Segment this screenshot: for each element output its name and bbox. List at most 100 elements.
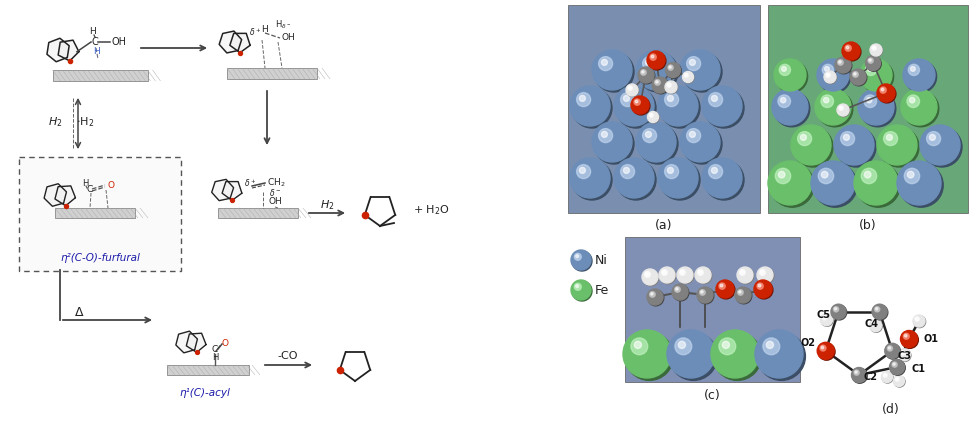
Circle shape bbox=[625, 84, 637, 96]
Circle shape bbox=[650, 54, 656, 60]
Circle shape bbox=[757, 284, 760, 287]
Circle shape bbox=[778, 171, 785, 178]
Circle shape bbox=[780, 98, 786, 103]
Circle shape bbox=[598, 129, 612, 143]
Circle shape bbox=[666, 330, 714, 378]
Circle shape bbox=[633, 99, 640, 105]
Circle shape bbox=[642, 270, 658, 286]
Circle shape bbox=[573, 253, 580, 260]
Circle shape bbox=[698, 271, 701, 273]
Text: O2: O2 bbox=[799, 338, 815, 348]
Circle shape bbox=[593, 52, 633, 92]
Circle shape bbox=[650, 293, 653, 295]
Circle shape bbox=[659, 88, 700, 128]
Circle shape bbox=[779, 64, 789, 75]
Circle shape bbox=[773, 91, 809, 127]
Polygon shape bbox=[55, 186, 75, 206]
Circle shape bbox=[893, 375, 904, 386]
Circle shape bbox=[759, 270, 764, 275]
Circle shape bbox=[665, 81, 677, 94]
Text: C: C bbox=[87, 186, 93, 194]
Circle shape bbox=[710, 95, 717, 102]
Circle shape bbox=[836, 60, 842, 65]
Circle shape bbox=[647, 290, 663, 306]
Circle shape bbox=[760, 271, 762, 273]
Circle shape bbox=[777, 95, 789, 108]
Circle shape bbox=[886, 346, 892, 351]
Circle shape bbox=[909, 98, 913, 103]
Circle shape bbox=[853, 370, 859, 375]
Text: H$_2$: H$_2$ bbox=[319, 198, 334, 212]
Text: Fe: Fe bbox=[594, 283, 609, 297]
Circle shape bbox=[816, 59, 848, 91]
Circle shape bbox=[620, 92, 634, 106]
Circle shape bbox=[667, 84, 669, 85]
Circle shape bbox=[631, 97, 650, 115]
Bar bbox=[167, 365, 249, 375]
Circle shape bbox=[771, 89, 807, 125]
Circle shape bbox=[874, 308, 877, 310]
Circle shape bbox=[576, 165, 590, 179]
Circle shape bbox=[570, 158, 610, 198]
Bar bbox=[568, 5, 759, 213]
Circle shape bbox=[658, 86, 698, 126]
Circle shape bbox=[822, 316, 826, 320]
Circle shape bbox=[817, 343, 833, 359]
Circle shape bbox=[572, 160, 612, 200]
Text: η²(C-O)-furfural: η²(C-O)-furfural bbox=[60, 253, 140, 263]
Circle shape bbox=[900, 331, 916, 347]
Circle shape bbox=[737, 290, 743, 295]
Circle shape bbox=[622, 95, 629, 102]
Circle shape bbox=[627, 86, 631, 90]
Text: H: H bbox=[82, 179, 88, 187]
Circle shape bbox=[775, 168, 789, 184]
Circle shape bbox=[869, 320, 880, 332]
Bar bbox=[218, 208, 298, 218]
Circle shape bbox=[652, 77, 667, 93]
Circle shape bbox=[716, 281, 734, 299]
Polygon shape bbox=[176, 331, 197, 353]
Polygon shape bbox=[58, 40, 79, 61]
Circle shape bbox=[757, 268, 773, 284]
Text: (c): (c) bbox=[703, 389, 720, 402]
Circle shape bbox=[641, 269, 658, 285]
Circle shape bbox=[642, 57, 656, 71]
Circle shape bbox=[767, 161, 811, 205]
Circle shape bbox=[893, 376, 904, 387]
Circle shape bbox=[819, 345, 826, 351]
Circle shape bbox=[661, 270, 666, 275]
Circle shape bbox=[850, 70, 866, 86]
Circle shape bbox=[671, 284, 687, 300]
Circle shape bbox=[674, 338, 691, 355]
Circle shape bbox=[870, 44, 881, 56]
Bar bbox=[624, 237, 799, 382]
Circle shape bbox=[570, 86, 610, 126]
Circle shape bbox=[701, 158, 742, 198]
Circle shape bbox=[868, 58, 872, 63]
Circle shape bbox=[861, 168, 875, 184]
Circle shape bbox=[889, 360, 905, 375]
Circle shape bbox=[658, 267, 674, 283]
Circle shape bbox=[620, 165, 634, 179]
Circle shape bbox=[718, 283, 725, 289]
Text: C: C bbox=[92, 37, 99, 47]
Circle shape bbox=[871, 305, 887, 320]
Text: H: H bbox=[93, 47, 100, 57]
Text: C3: C3 bbox=[896, 351, 911, 361]
Circle shape bbox=[739, 270, 744, 275]
Circle shape bbox=[686, 129, 700, 143]
Circle shape bbox=[640, 70, 646, 75]
Circle shape bbox=[853, 161, 897, 205]
Circle shape bbox=[735, 288, 751, 304]
Circle shape bbox=[703, 88, 743, 128]
Circle shape bbox=[897, 349, 910, 361]
Circle shape bbox=[876, 125, 916, 165]
Circle shape bbox=[635, 122, 675, 162]
Circle shape bbox=[659, 268, 675, 284]
Polygon shape bbox=[230, 33, 250, 53]
Circle shape bbox=[573, 283, 580, 290]
Circle shape bbox=[650, 114, 651, 116]
Circle shape bbox=[578, 167, 585, 173]
Circle shape bbox=[614, 86, 654, 126]
Circle shape bbox=[668, 66, 670, 68]
